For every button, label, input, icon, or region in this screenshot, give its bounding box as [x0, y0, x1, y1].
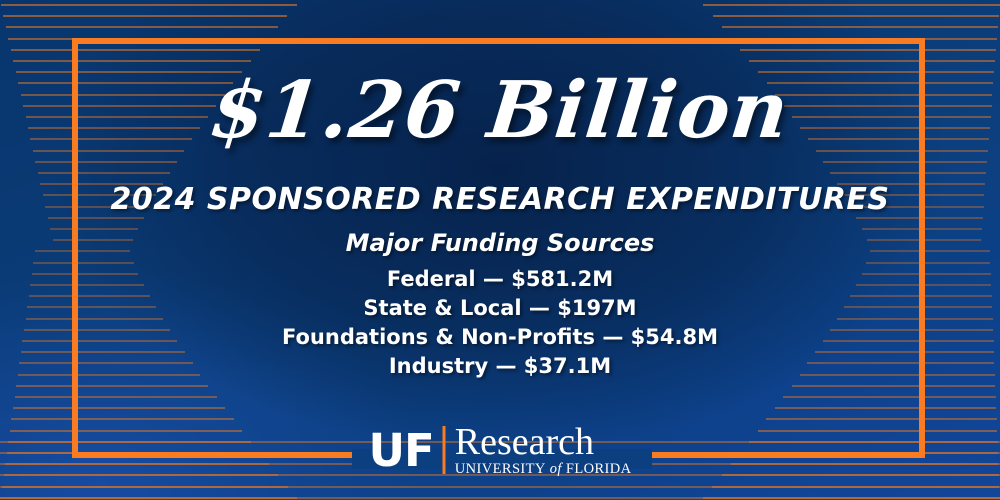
list-item: Industry — $37.1M [388, 354, 612, 378]
logo-of-word: of [549, 461, 562, 477]
logo-florida-word: FLORIDA [565, 461, 632, 477]
logo-wordmark: Research UNIVERSITY of FLORIDA [454, 421, 632, 478]
funding-sources-list: Federal — $581.2M State & Local — $197M … [282, 265, 718, 381]
logo-university-line: UNIVERSITY of FLORIDA [455, 460, 632, 478]
logo-divider [442, 426, 446, 474]
headline-total-amount: $1.26 Billion [206, 65, 794, 156]
logo-university-word: UNIVERSITY [454, 461, 546, 477]
frame-logo-gap [352, 449, 652, 469]
logo-research-word: Research [454, 421, 595, 463]
subheadline: 2024 SPONSORED RESEARCH EXPENDITURES [110, 182, 890, 217]
uf-monogram: UF [368, 424, 434, 477]
list-item: Federal — $581.2M [386, 267, 614, 291]
funding-sources-title: Major Funding Sources [345, 229, 655, 257]
uf-research-logo: UF Research UNIVERSITY of FLORIDA [368, 421, 632, 478]
list-item: State & Local — $197M [363, 296, 637, 320]
list-item: Foundations & Non-Profits — $54.8M [282, 325, 718, 349]
